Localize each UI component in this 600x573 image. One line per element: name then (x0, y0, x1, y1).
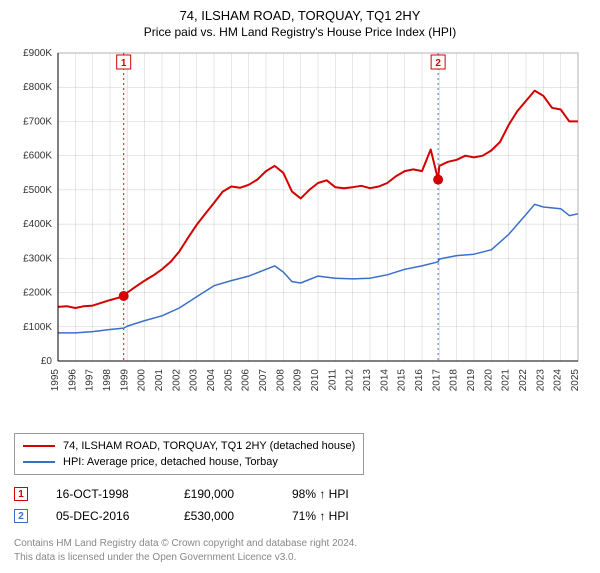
svg-text:1995: 1995 (50, 369, 61, 392)
svg-text:2021: 2021 (501, 369, 512, 392)
svg-text:£500K: £500K (23, 185, 52, 196)
sale-price: £530,000 (184, 509, 264, 523)
svg-text:2012: 2012 (345, 369, 356, 392)
sale-row: 2 05-DEC-2016 £530,000 71% ↑ HPI (14, 505, 586, 527)
footer-line: This data is licensed under the Open Gov… (14, 551, 586, 565)
svg-text:1998: 1998 (102, 369, 113, 392)
sale-date: 05-DEC-2016 (56, 509, 156, 523)
svg-text:2005: 2005 (223, 369, 234, 392)
svg-text:2006: 2006 (241, 369, 252, 392)
sale-vs-hpi: 71% ↑ HPI (292, 509, 382, 523)
sale-date: 16-OCT-1998 (56, 487, 156, 501)
svg-text:£600K: £600K (23, 151, 52, 162)
sale-row: 1 16-OCT-1998 £190,000 98% ↑ HPI (14, 483, 586, 505)
svg-text:2023: 2023 (535, 369, 546, 392)
svg-text:£900K: £900K (23, 48, 52, 59)
sale-vs-hpi: 98% ↑ HPI (292, 487, 382, 501)
line-chart: £0 £100K £200K £300K £400K £500K £600K £700K £80… (14, 47, 586, 427)
svg-text:2013: 2013 (362, 369, 373, 392)
svg-text:£700K: £700K (23, 116, 52, 127)
svg-text:2004: 2004 (206, 369, 217, 392)
svg-text:1999: 1999 (119, 369, 130, 392)
svg-text:2: 2 (435, 58, 441, 69)
svg-text:2008: 2008 (275, 369, 286, 392)
svg-text:£300K: £300K (23, 253, 52, 264)
svg-text:2002: 2002 (171, 369, 182, 392)
chart-area: £0 £100K £200K £300K £400K £500K £600K £700K £80… (14, 47, 586, 427)
chart-title: 74, ILSHAM ROAD, TORQUAY, TQ1 2HY (14, 8, 586, 23)
legend-label: 74, ILSHAM ROAD, TORQUAY, TQ1 2HY (detac… (63, 440, 355, 452)
svg-text:2020: 2020 (483, 369, 494, 392)
legend-item: 74, ILSHAM ROAD, TORQUAY, TQ1 2HY (detac… (23, 438, 355, 454)
legend: 74, ILSHAM ROAD, TORQUAY, TQ1 2HY (detac… (14, 433, 364, 475)
svg-text:2017: 2017 (431, 369, 442, 392)
svg-text:2000: 2000 (137, 369, 148, 392)
svg-text:£200K: £200K (23, 288, 52, 299)
svg-text:2003: 2003 (189, 369, 200, 392)
sales-table: 1 16-OCT-1998 £190,000 98% ↑ HPI 2 05-DEC-201… (14, 483, 586, 527)
svg-text:1996: 1996 (67, 369, 78, 392)
svg-text:£0: £0 (41, 356, 53, 367)
footer-line: Contains HM Land Registry data © Crown c… (14, 537, 586, 551)
legend-swatch (23, 445, 55, 447)
svg-text:2011: 2011 (327, 369, 338, 391)
sale-price: £190,000 (184, 487, 264, 501)
svg-text:2007: 2007 (258, 369, 269, 392)
svg-text:2001: 2001 (154, 369, 165, 392)
svg-text:2010: 2010 (310, 369, 321, 392)
svg-text:2015: 2015 (397, 369, 408, 392)
svg-text:2014: 2014 (379, 369, 390, 392)
svg-text:2009: 2009 (293, 369, 304, 392)
svg-text:2025: 2025 (570, 369, 581, 392)
footer-attribution: Contains HM Land Registry data © Crown c… (14, 537, 586, 565)
sale-marker-icon: 1 (14, 487, 28, 501)
svg-text:£400K: £400K (23, 219, 52, 230)
svg-text:2019: 2019 (466, 369, 477, 392)
legend-item: HPI: Average price, detached house, Torb… (23, 454, 355, 470)
chart-subtitle: Price paid vs. HM Land Registry's House … (14, 25, 586, 39)
svg-text:2024: 2024 (553, 369, 564, 392)
sale-marker-icon: 2 (14, 509, 28, 523)
svg-text:2018: 2018 (449, 369, 460, 392)
svg-text:£800K: £800K (23, 82, 52, 93)
svg-text:2022: 2022 (518, 369, 529, 392)
legend-label: HPI: Average price, detached house, Torb… (63, 456, 278, 468)
svg-text:1997: 1997 (85, 369, 96, 392)
svg-text:2016: 2016 (414, 369, 425, 392)
svg-text:1: 1 (121, 58, 127, 69)
svg-text:£100K: £100K (23, 322, 52, 333)
legend-swatch (23, 461, 55, 463)
